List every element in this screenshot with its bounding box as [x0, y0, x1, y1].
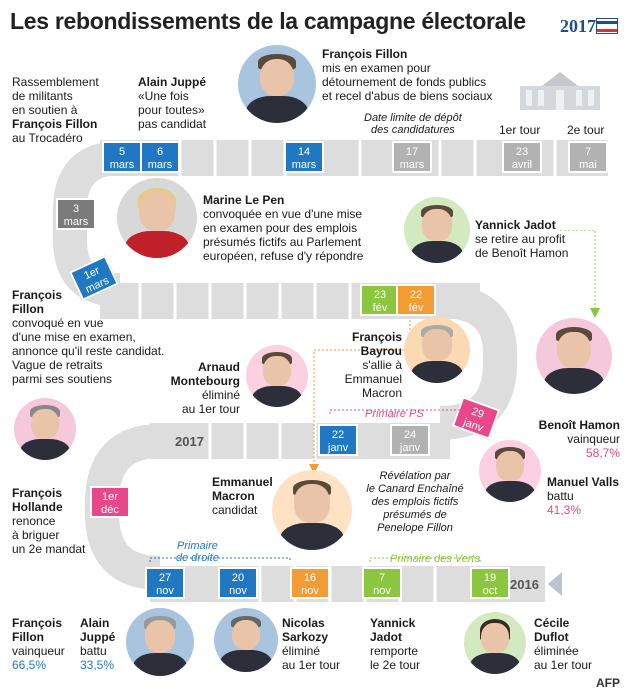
date-5-mars: 5 mars — [102, 141, 142, 173]
hollande-photo — [14, 398, 76, 460]
date-7-nov: 7 nov — [362, 567, 402, 599]
tour1-label: 1er tour — [499, 123, 541, 137]
arrow-connectors — [309, 230, 600, 474]
event-jadot-remporte: Yannick Jadot remporte le 2e tour — [370, 616, 421, 672]
elysee-icon — [520, 72, 600, 110]
logo-year: 2017 — [560, 16, 596, 36]
date-17-mars: 17 mars — [392, 141, 432, 173]
lepen-photo — [117, 178, 197, 258]
sarkozy-photo — [214, 608, 278, 672]
fillon-photo — [238, 45, 316, 123]
event-hollande: François Hollande renonce à briguer un 2… — [12, 486, 86, 556]
date-7-mai: 7 mai — [568, 141, 608, 173]
valls-photo — [479, 440, 541, 502]
event-macron: Emmanuel Macron candidat — [212, 475, 273, 517]
row3-separators — [208, 423, 317, 459]
afp-logo: AFP — [596, 676, 620, 690]
date-24-janv: 24 janv — [390, 424, 430, 456]
hamon-photo — [536, 318, 612, 394]
event-lepen: Marine Le Pen convoquée en vue d'une mis… — [203, 193, 364, 263]
event-trocadero: Rassemblement de militants en soutien à … — [12, 75, 99, 145]
event-juppe: Alain Juppé «Une fois pour toutes» pas c… — [138, 75, 207, 131]
event-sarkozy: Nicolas Sarkozy éliminé au 1er tour — [282, 616, 341, 672]
row2-separators — [138, 283, 352, 319]
event-duflot: Cécile Duflot éliminée au 1er tour — [534, 616, 593, 672]
date-20-nov: 20 nov — [218, 567, 258, 599]
montebourg-photo — [246, 345, 308, 407]
bracket-lines — [149, 409, 481, 562]
date-3-mars: 3 mars — [56, 198, 96, 230]
macron-photo — [272, 470, 352, 550]
date-22-janv: 22 janv — [318, 424, 358, 456]
primaire-ps-label: Primaire PS — [365, 408, 424, 420]
duflot-photo — [464, 612, 526, 674]
date-limite-label: Date limite de dépôt des candidatures — [364, 112, 462, 136]
date-22-fev: 22 fév — [396, 284, 436, 316]
juppe-photo — [126, 608, 194, 676]
event-fillon-vainqueur: François Fillon vainqueur 66,5% — [12, 616, 65, 672]
date-16-nov: 16 nov — [290, 567, 330, 599]
event-hamon: Benoît Hamon vainqueur 58,7% — [538, 418, 620, 460]
date-27-nov: 27 nov — [145, 567, 185, 599]
page-title: Les rebondissements de la campagne élect… — [10, 8, 526, 34]
event-bayrou: François Bayrou s'allie à Emmanuel Macro… — [344, 330, 402, 400]
jadot-photo — [404, 197, 470, 263]
event-fillon-convoque: François Fillon convoqué en vue d'une mi… — [12, 288, 165, 386]
primaire-droite-label: Primaire de droite — [176, 540, 219, 564]
year-2016-label: 2016 — [510, 577, 539, 592]
event-canard: Révélation par le Canard Enchaîné des em… — [366, 470, 464, 534]
event-montebourg: Arnaud Montebourg éliminé au 1er tour — [170, 360, 240, 416]
primaire-verts-label: Primaire des Verts — [390, 553, 481, 565]
event-juppe-battu: Alain Juppé battu 33,5% — [80, 616, 116, 672]
event-valls: Manuel Valls battu 41,3% — [547, 475, 620, 517]
event-jadot: Yannick Jadot se retire au profit de Ben… — [475, 218, 569, 260]
date-19-oct: 19 oct — [470, 567, 510, 599]
date-1-dec: 1er déc — [90, 486, 130, 518]
date-23-avril: 23 avril — [502, 141, 542, 173]
event-fillon-examen: François Fillon mis en examen pour détou… — [322, 47, 493, 103]
year-2017-label: 2017 — [175, 434, 204, 449]
tour2-label: 2e tour — [567, 123, 605, 137]
date-14-mars: 14 mars — [284, 141, 324, 173]
date-6-mars: 6 mars — [140, 141, 180, 173]
timeline-start-arrow-icon — [548, 572, 562, 596]
election-logo: 2017 — [560, 12, 622, 42]
date-23-fev: 23 fév — [360, 284, 400, 316]
ballot-icon — [596, 18, 618, 34]
bayrou-photo — [404, 317, 470, 383]
